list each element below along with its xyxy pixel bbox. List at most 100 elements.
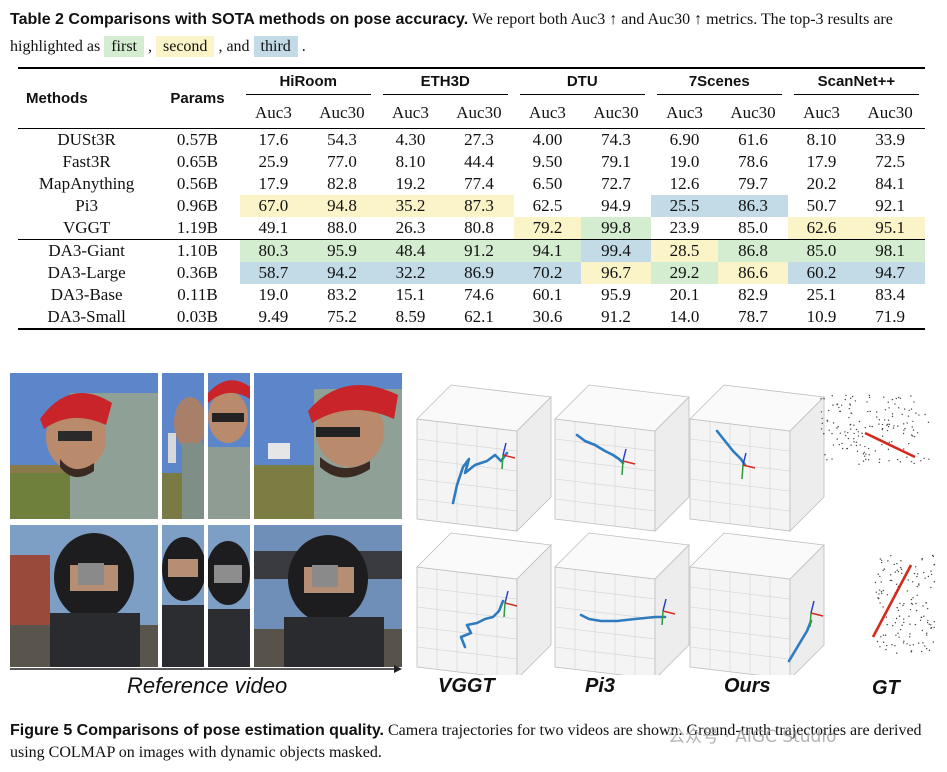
params-cell: 1.19B bbox=[155, 217, 239, 240]
method-label-ours: Ours bbox=[724, 675, 771, 698]
value-cell: 29.2 bbox=[651, 262, 718, 284]
value-cell: 10.9 bbox=[788, 306, 856, 329]
frame-top-mid-a bbox=[162, 373, 204, 519]
value-cell: 50.7 bbox=[788, 195, 856, 217]
value-cell: 19.0 bbox=[651, 151, 718, 173]
value-cell: 15.1 bbox=[377, 284, 444, 306]
value-cell: 32.2 bbox=[377, 262, 444, 284]
value-cell: 95.9 bbox=[581, 284, 651, 306]
value-cell: 75.2 bbox=[307, 306, 377, 329]
metric-header: Auc30 bbox=[855, 98, 925, 128]
results-table: Methods Params HiRoom ETH3D DTU 7Scenes … bbox=[18, 67, 925, 330]
value-cell: 6.90 bbox=[651, 128, 718, 151]
value-cell: 99.4 bbox=[581, 239, 651, 262]
value-cell: 20.1 bbox=[651, 284, 718, 306]
value-cell: 77.0 bbox=[307, 151, 377, 173]
value-cell: 92.1 bbox=[855, 195, 925, 217]
value-cell: 84.1 bbox=[855, 173, 925, 195]
params-cell: 0.96B bbox=[155, 195, 239, 217]
params-cell: 0.36B bbox=[155, 262, 239, 284]
metric-header: Auc30 bbox=[581, 98, 651, 128]
value-cell: 95.9 bbox=[307, 239, 377, 262]
value-cell: 98.1 bbox=[855, 239, 925, 262]
value-cell: 72.5 bbox=[855, 151, 925, 173]
legend-first: first bbox=[104, 36, 144, 57]
value-cell: 96.7 bbox=[581, 262, 651, 284]
value-cell: 80.8 bbox=[444, 217, 514, 240]
method-label-pi3: Pi3 bbox=[585, 675, 615, 698]
plot-pi3-video2 bbox=[555, 533, 689, 675]
value-cell: 94.7 bbox=[855, 262, 925, 284]
arrow-icon bbox=[10, 665, 402, 673]
params-cell: 0.11B bbox=[155, 284, 239, 306]
plot-vggt-video1 bbox=[417, 385, 551, 531]
metric-header: Auc3 bbox=[240, 98, 307, 128]
plot-pi3-video1 bbox=[555, 385, 689, 531]
method-cell: Fast3R bbox=[18, 151, 155, 173]
method-label-vggt: VGGT bbox=[438, 675, 495, 698]
table-row: DA3-Small 0.03B 9.49 75.2 8.59 62.1 30.6 91.2 14… bbox=[18, 306, 925, 329]
value-cell: 67.0 bbox=[240, 195, 307, 217]
value-cell: 61.6 bbox=[718, 128, 788, 151]
value-cell: 8.59 bbox=[377, 306, 444, 329]
value-cell: 14.0 bbox=[651, 306, 718, 329]
value-cell: 83.4 bbox=[855, 284, 925, 306]
value-cell: 60.2 bbox=[788, 262, 856, 284]
col-params-header: Params bbox=[155, 68, 239, 128]
metric-header: Auc30 bbox=[307, 98, 377, 128]
value-cell: 71.9 bbox=[855, 306, 925, 329]
value-cell: 27.3 bbox=[444, 128, 514, 151]
value-cell: 85.0 bbox=[788, 239, 856, 262]
method-cell: DA3-Small bbox=[18, 306, 155, 329]
value-cell: 6.50 bbox=[514, 173, 581, 195]
table-row: DUSt3R 0.57B 17.6 54.3 4.30 27.3 4.00 74.3 6.90 6… bbox=[18, 128, 925, 151]
frame-bottom-left bbox=[10, 525, 158, 667]
plot-ours-video1 bbox=[690, 385, 824, 531]
value-cell: 62.6 bbox=[788, 217, 856, 240]
value-cell: 95.1 bbox=[855, 217, 925, 240]
value-cell: 49.1 bbox=[240, 217, 307, 240]
dataset-header: HiRoom bbox=[240, 68, 377, 98]
value-cell: 82.9 bbox=[718, 284, 788, 306]
value-cell: 88.0 bbox=[307, 217, 377, 240]
value-cell: 82.8 bbox=[307, 173, 377, 195]
method-cell: VGGT bbox=[18, 217, 155, 240]
table-row: DA3-Giant 1.10B 80.3 95.9 48.4 91.2 94.1 99.4 28… bbox=[18, 239, 925, 262]
value-cell: 86.6 bbox=[718, 262, 788, 284]
frame-bottom-right bbox=[254, 525, 402, 667]
value-cell: 12.6 bbox=[651, 173, 718, 195]
params-cell: 0.57B bbox=[155, 128, 239, 151]
frame-top-mid-b bbox=[208, 373, 250, 519]
value-cell: 19.2 bbox=[377, 173, 444, 195]
value-cell: 30.6 bbox=[514, 306, 581, 329]
value-cell: 17.9 bbox=[240, 173, 307, 195]
value-cell: 79.2 bbox=[514, 217, 581, 240]
params-cell: 0.56B bbox=[155, 173, 239, 195]
table-row: VGGT 1.19B 49.1 88.0 26.3 80.8 79.2 99.8 23.9 85.… bbox=[18, 217, 925, 240]
value-cell: 8.10 bbox=[788, 128, 856, 151]
frame-bottom-mid-b bbox=[208, 525, 250, 667]
watermark: 公众号 · AIGC Studio bbox=[668, 722, 836, 747]
dataset-header: ETH3D bbox=[377, 68, 514, 98]
value-cell: 17.9 bbox=[788, 151, 856, 173]
value-cell: 48.4 bbox=[377, 239, 444, 262]
legend-second: second bbox=[156, 36, 214, 57]
method-cell: Pi3 bbox=[18, 195, 155, 217]
dataset-header: ScanNet++ bbox=[788, 68, 925, 98]
ours-rows: DA3-Giant 1.10B 80.3 95.9 48.4 91.2 94.1 99.4 28… bbox=[18, 239, 925, 329]
params-cell: 0.03B bbox=[155, 306, 239, 329]
value-cell: 26.3 bbox=[377, 217, 444, 240]
value-cell: 79.1 bbox=[581, 151, 651, 173]
table-caption-label: Table 2 Comparisons with SOTA methods on… bbox=[10, 11, 468, 28]
value-cell: 35.2 bbox=[377, 195, 444, 217]
value-cell: 94.8 bbox=[307, 195, 377, 217]
col-methods-header: Methods bbox=[18, 68, 155, 128]
method-cell: DA3-Base bbox=[18, 284, 155, 306]
table-caption: Table 2 Comparisons with SOTA methods on… bbox=[10, 6, 935, 60]
value-cell: 78.6 bbox=[718, 151, 788, 173]
value-cell: 62.1 bbox=[444, 306, 514, 329]
value-cell: 62.5 bbox=[514, 195, 581, 217]
plot-gt-video2 bbox=[873, 555, 935, 654]
value-cell: 77.4 bbox=[444, 173, 514, 195]
value-cell: 86.3 bbox=[718, 195, 788, 217]
